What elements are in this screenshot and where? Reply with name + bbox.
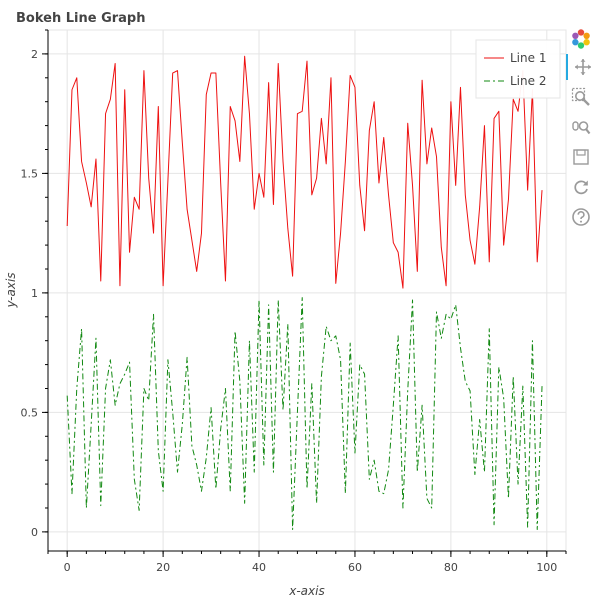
- help-icon: [572, 208, 590, 226]
- x-tick-label: 0: [64, 561, 71, 574]
- series-line-2: [66, 297, 543, 530]
- y-tick-label: 1: [31, 287, 38, 300]
- bokeh-logo-icon: [572, 29, 590, 49]
- x-tick-label: 100: [536, 561, 557, 574]
- chart-title: Bokeh Line Graph: [16, 11, 146, 26]
- box-zoom-icon: [571, 87, 590, 106]
- x-tick-label: 20: [156, 561, 170, 574]
- series-layer: [66, 55, 543, 530]
- legend-label-line-1: Line 1: [510, 51, 546, 65]
- y-tick-label: 1.5: [21, 167, 39, 180]
- y-axis-label: y-axis: [4, 272, 18, 308]
- legend-box: [475, 39, 561, 99]
- x-tick-label: 40: [252, 561, 266, 574]
- x-axis-label: x-axis: [288, 584, 324, 598]
- x-ticks: 0 20 40 60 80 100: [47, 551, 567, 574]
- y-tick-label: 0.5: [21, 406, 39, 419]
- pan-icon: [575, 59, 591, 75]
- legend: Line 1 Line 2: [475, 39, 561, 99]
- save-tool[interactable]: [566, 144, 596, 170]
- pan-tool[interactable]: [566, 54, 598, 80]
- axes: 0 20 40 60 80 100 0 0.5 1 1.5 2: [21, 29, 567, 574]
- wheel-zoom-tool[interactable]: [566, 114, 596, 140]
- save-icon: [573, 149, 589, 165]
- x-tick-label: 80: [444, 561, 458, 574]
- y-ticks: 0 0.5 1 1.5 2: [21, 29, 48, 539]
- reset-icon: [574, 180, 588, 195]
- wheel-zoom-icon: [572, 121, 591, 135]
- legend-label-line-2: Line 2: [510, 74, 546, 88]
- box-zoom-tool[interactable]: [566, 84, 596, 110]
- series-line-1: [66, 55, 543, 289]
- x-tick-label: 60: [348, 561, 362, 574]
- help-tool[interactable]: [566, 204, 596, 230]
- reset-tool[interactable]: [566, 174, 596, 200]
- y-tick-label: 2: [31, 48, 38, 61]
- y-tick-label: 0: [31, 526, 38, 539]
- bokeh-logo: [566, 26, 596, 52]
